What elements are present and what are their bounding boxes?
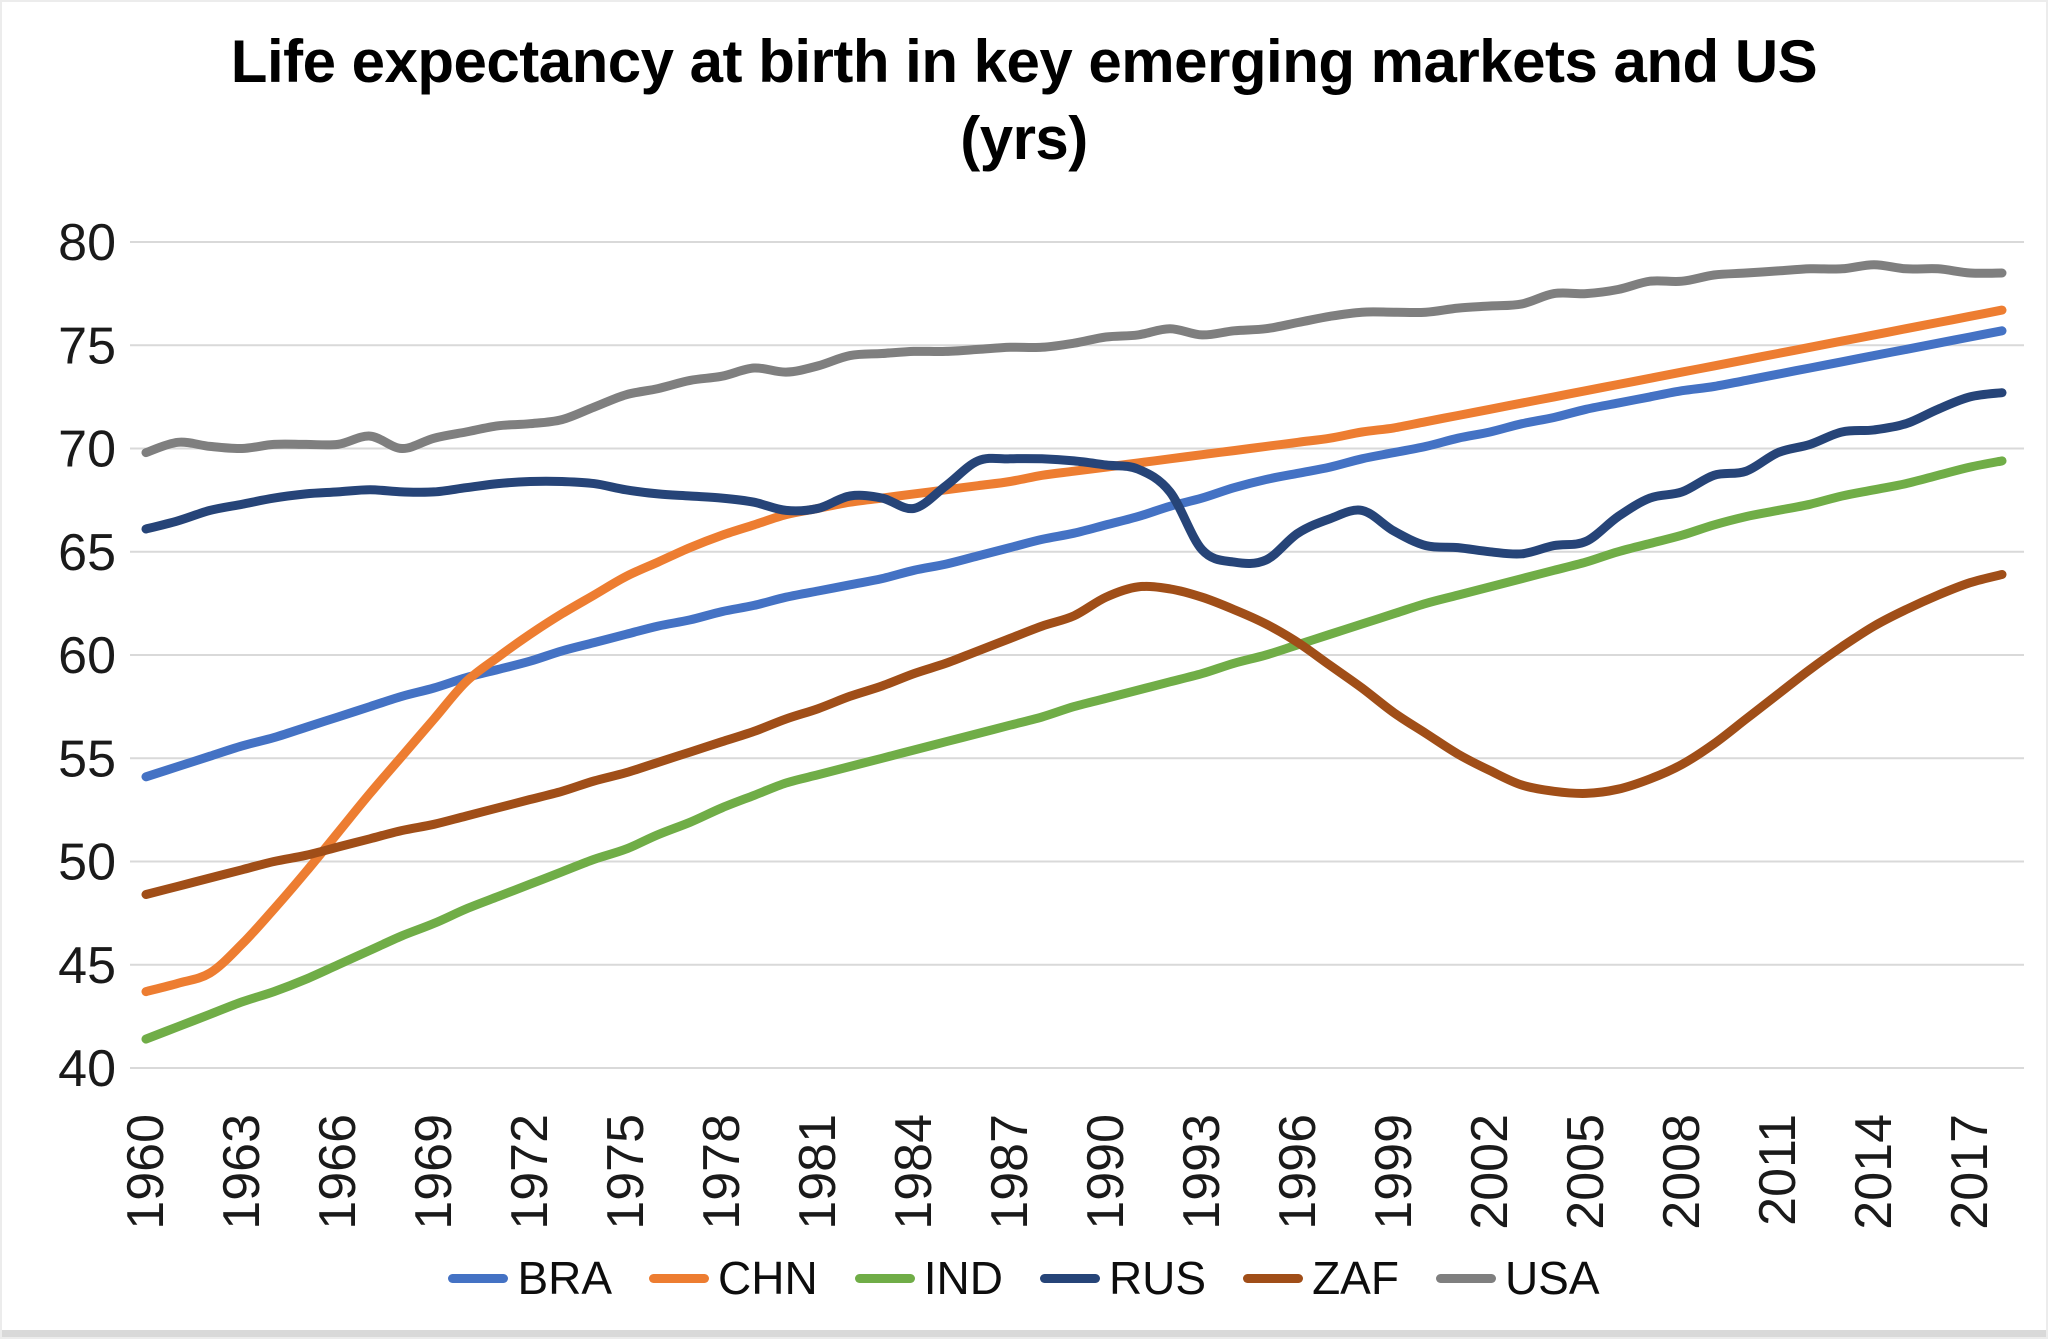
- legend-item-chn: CHN: [649, 1251, 818, 1305]
- x-tick-label: 1969: [405, 1114, 463, 1230]
- legend-item-usa: USA: [1435, 1251, 1600, 1305]
- legend-label-ind: IND: [923, 1252, 1003, 1304]
- x-tick-label: 1960: [117, 1114, 175, 1230]
- x-axis-labels: 1960 1963 1966 1969 1972 1975 1978 1981 1984 1987…: [117, 1114, 1999, 1230]
- x-tick-label: 2011: [1749, 1114, 1807, 1226]
- chart-legend: BRA CHN IND RUS ZAF USA: [2, 1246, 2046, 1310]
- x-tick-label: 2002: [1461, 1114, 1519, 1230]
- y-tick-label: 80: [58, 214, 116, 272]
- y-tick-label: 50: [58, 834, 116, 892]
- y-axis-labels: 80 75 70 65 60 55 50 45 40: [58, 214, 116, 1098]
- chart-title-line1: Life expectancy at birth in key emerging…: [230, 28, 1818, 95]
- x-tick-label: 1975: [597, 1114, 655, 1230]
- series-line-usa: [141, 260, 2007, 458]
- x-tick-label: 1966: [309, 1114, 367, 1230]
- x-tick-label: 1993: [1173, 1114, 1231, 1230]
- series-line-chn: [141, 305, 2007, 997]
- x-tick-label: 1972: [501, 1114, 559, 1230]
- x-tick-label: 1996: [1269, 1114, 1327, 1230]
- series-line-bra: [141, 326, 2007, 782]
- legend-label-zaf: ZAF: [1312, 1252, 1399, 1304]
- legend-swatch-bra: [448, 1273, 509, 1283]
- legend-item-ind: IND: [854, 1251, 1003, 1305]
- x-tick-label: 2017: [1941, 1114, 1999, 1230]
- legend-swatch-ind: [854, 1273, 915, 1283]
- legend-swatch-usa: [1435, 1273, 1496, 1283]
- series-line-ind: [141, 456, 2007, 1044]
- y-tick-label: 65: [58, 524, 116, 582]
- legend-item-rus: RUS: [1039, 1251, 1207, 1305]
- x-tick-label: 1999: [1365, 1114, 1423, 1230]
- y-tick-label: 45: [58, 937, 116, 995]
- y-tick-label: 60: [58, 627, 116, 685]
- gridlines: [130, 241, 2024, 1069]
- x-tick-label: 2008: [1653, 1114, 1711, 1230]
- chart-title-line2: (yrs): [960, 104, 1088, 172]
- chart-title: Life expectancy at birth in key emerging…: [2, 24, 2046, 178]
- y-tick-label: 55: [58, 730, 116, 788]
- x-tick-label: 1981: [789, 1114, 847, 1230]
- x-tick-label: 1987: [981, 1114, 1039, 1230]
- legend-label-chn: CHN: [718, 1252, 818, 1304]
- series-lines: [141, 260, 2007, 1044]
- legend-label-bra: BRA: [517, 1252, 613, 1304]
- series-line-zaf: [141, 570, 2007, 899]
- series-line-rus: [141, 388, 2007, 568]
- x-tick-label: 1963: [213, 1114, 271, 1230]
- x-tick-label: 1984: [885, 1114, 943, 1230]
- y-tick-label: 75: [58, 317, 116, 375]
- x-tick-label: 1978: [693, 1114, 751, 1230]
- legend-label-usa: USA: [1504, 1252, 1600, 1304]
- x-tick-label: 2014: [1845, 1114, 1903, 1230]
- window-edge: [2, 1330, 2046, 1337]
- legend-item-zaf: ZAF: [1243, 1251, 1399, 1305]
- legend-swatch-zaf: [1243, 1273, 1304, 1283]
- x-tick-label: 2005: [1557, 1114, 1615, 1230]
- legend-label-rus: RUS: [1108, 1252, 1207, 1304]
- legend-swatch-rus: [1039, 1273, 1100, 1283]
- legend-item-bra: BRA: [448, 1251, 612, 1305]
- legend-swatch-chn: [649, 1273, 710, 1283]
- y-tick-label: 40: [58, 1040, 116, 1098]
- y-tick-label: 70: [58, 421, 116, 479]
- x-tick-label: 1990: [1077, 1114, 1135, 1230]
